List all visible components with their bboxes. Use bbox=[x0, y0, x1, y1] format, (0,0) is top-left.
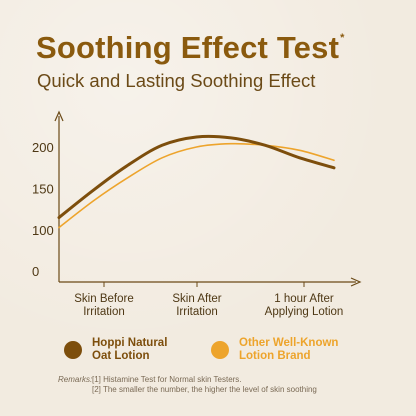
legend-item-other-brand: Other Well-Known Lotion Brand bbox=[211, 337, 344, 363]
legend-marker-other-brand bbox=[211, 341, 229, 359]
y-axis-arrow bbox=[54, 110, 64, 122]
y-tick-label: 150 bbox=[32, 182, 54, 197]
title-asterisk: * bbox=[340, 31, 345, 44]
remarks-label: Remarks: bbox=[58, 375, 93, 384]
x-tick-label: Applying Lotion bbox=[265, 306, 344, 318]
remarks: Remarks:[1] Histamine Test for Normal sk… bbox=[58, 375, 317, 395]
x-tick-label: Skin Before bbox=[74, 293, 133, 305]
legend-label-line: Lotion Brand bbox=[239, 350, 311, 362]
x-tick-label: 1 hour After bbox=[274, 293, 334, 305]
legend-label-hoppi: Hoppi Natural Oat Lotion bbox=[92, 337, 197, 363]
y-tick-label: 0 bbox=[32, 264, 39, 279]
chart-subtitle: Quick and Lasting Soothing Effect bbox=[37, 70, 316, 91]
series-line-hoppi bbox=[57, 134, 336, 220]
legend-label-line: Hoppi Natural bbox=[92, 337, 168, 349]
y-tick-label: 200 bbox=[32, 140, 54, 155]
x-tick-label: Irritation bbox=[176, 306, 218, 318]
legend-label-other-brand: Other Well-Known Lotion Brand bbox=[239, 337, 344, 363]
remark-item: [1] Histamine Test for Normal skin Teste… bbox=[92, 375, 242, 384]
legend-label-line: Other Well-Known bbox=[239, 337, 339, 349]
legend-marker-hoppi bbox=[64, 341, 82, 359]
legend-label-line: Oat Lotion bbox=[92, 350, 150, 362]
x-tick-label: Skin After bbox=[172, 293, 221, 305]
chart-title: Soothing Effect Test* bbox=[36, 30, 345, 65]
x-tick-label: Irritation bbox=[83, 306, 125, 318]
legend-item-hoppi: Hoppi Natural Oat Lotion bbox=[64, 337, 197, 363]
y-tick-label: 100 bbox=[32, 223, 54, 238]
x-axis-arrow bbox=[350, 277, 362, 287]
remark-item: [2] The smaller the number, the higher t… bbox=[92, 385, 317, 394]
series-line-other-brand bbox=[58, 142, 335, 229]
